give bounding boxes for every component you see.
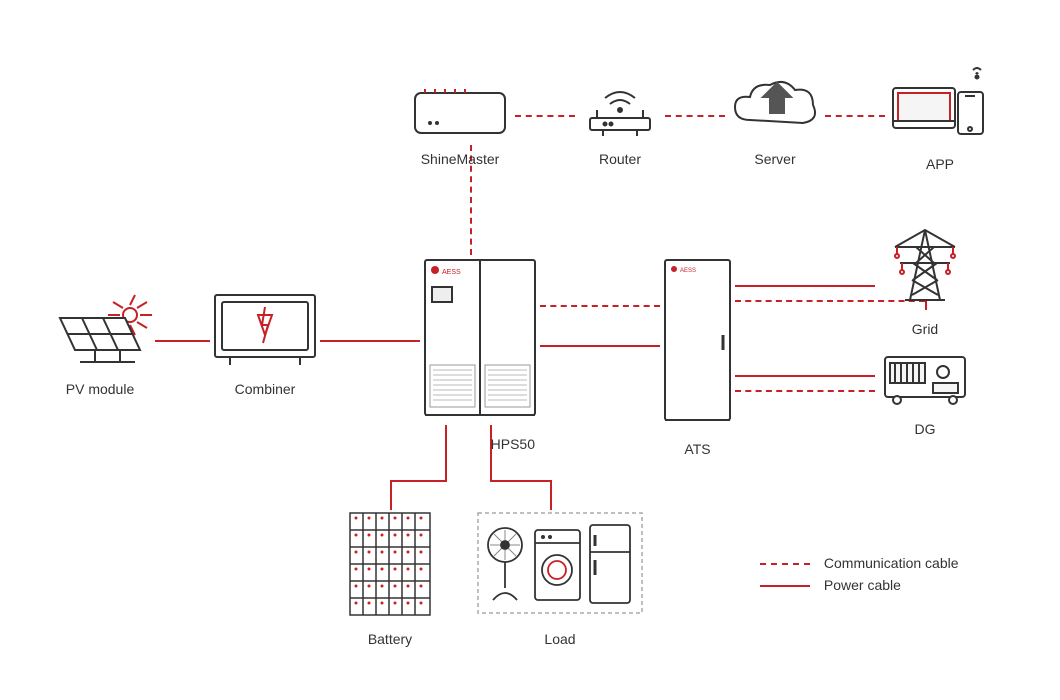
server-label: Server — [725, 151, 825, 167]
node-battery: Battery — [345, 510, 435, 647]
edge-hps-ats-power — [540, 345, 660, 347]
edge-hps-ats-comm — [540, 305, 660, 307]
edge-ats-dg-comm — [735, 390, 875, 392]
grid-label: Grid — [875, 321, 975, 337]
node-pv-module: PV module — [45, 290, 155, 397]
grid-tower-icon — [875, 225, 975, 310]
node-hps: AESS HPS50 — [420, 255, 540, 452]
hps-cabinet-icon: AESS — [420, 255, 540, 425]
shinemaster-icon — [405, 85, 515, 140]
combiner-icon — [210, 285, 320, 370]
hps-label: HPS50 — [420, 436, 540, 452]
edge-hps-battery-v2 — [390, 480, 392, 510]
pv-label: PV module — [45, 381, 155, 397]
node-router: Router — [575, 80, 665, 167]
shinemaster-label: ShineMaster — [405, 151, 515, 167]
legend-power-label: Power cable — [824, 577, 901, 593]
battery-label: Battery — [345, 631, 435, 647]
node-grid: Grid — [875, 225, 975, 337]
legend-power: Power cable — [760, 577, 1020, 593]
node-app: APP — [885, 60, 995, 172]
battery-rack-icon — [345, 510, 435, 620]
cloud-server-icon — [725, 75, 825, 140]
load-appliances-icon — [475, 510, 645, 620]
dg-label: DG — [875, 421, 975, 437]
node-ats: AESS ATS — [660, 255, 735, 457]
legend-comm: Communication cable — [760, 555, 1020, 571]
app-devices-icon — [885, 60, 995, 145]
node-combiner: Combiner — [210, 285, 320, 397]
edge-shinemaster-router — [515, 115, 575, 117]
edge-ats-dg-power — [735, 375, 875, 377]
edge-ats-grid-power — [735, 285, 875, 287]
node-load: Load — [475, 510, 645, 647]
edge-hps-load-h — [490, 480, 552, 482]
edge-hps-load-v2 — [550, 480, 552, 510]
app-label: APP — [885, 156, 995, 172]
node-shinemaster: ShineMaster — [405, 85, 515, 167]
legend-solid-line-icon — [760, 585, 810, 587]
legend-dashed-line-icon — [760, 563, 810, 565]
router-label: Router — [575, 151, 665, 167]
legend: Communication cable Power cable — [760, 555, 1020, 599]
generator-icon — [875, 345, 975, 410]
edge-hps-battery-h — [390, 480, 447, 482]
edge-server-app — [825, 115, 885, 117]
ats-cabinet-icon: AESS — [660, 255, 735, 430]
node-dg: DG — [875, 345, 975, 437]
svg-text:AESS: AESS — [680, 268, 696, 274]
combiner-label: Combiner — [210, 381, 320, 397]
legend-comm-label: Communication cable — [824, 555, 959, 571]
ats-label: ATS — [660, 441, 735, 457]
edge-combiner-hps — [320, 340, 420, 342]
node-server: Server — [725, 75, 825, 167]
pv-panel-icon — [45, 290, 155, 370]
router-icon — [575, 80, 665, 140]
svg-text:AESS: AESS — [442, 269, 461, 276]
edge-pv-combiner — [155, 340, 210, 342]
edge-router-server — [665, 115, 725, 117]
load-label: Load — [475, 631, 645, 647]
